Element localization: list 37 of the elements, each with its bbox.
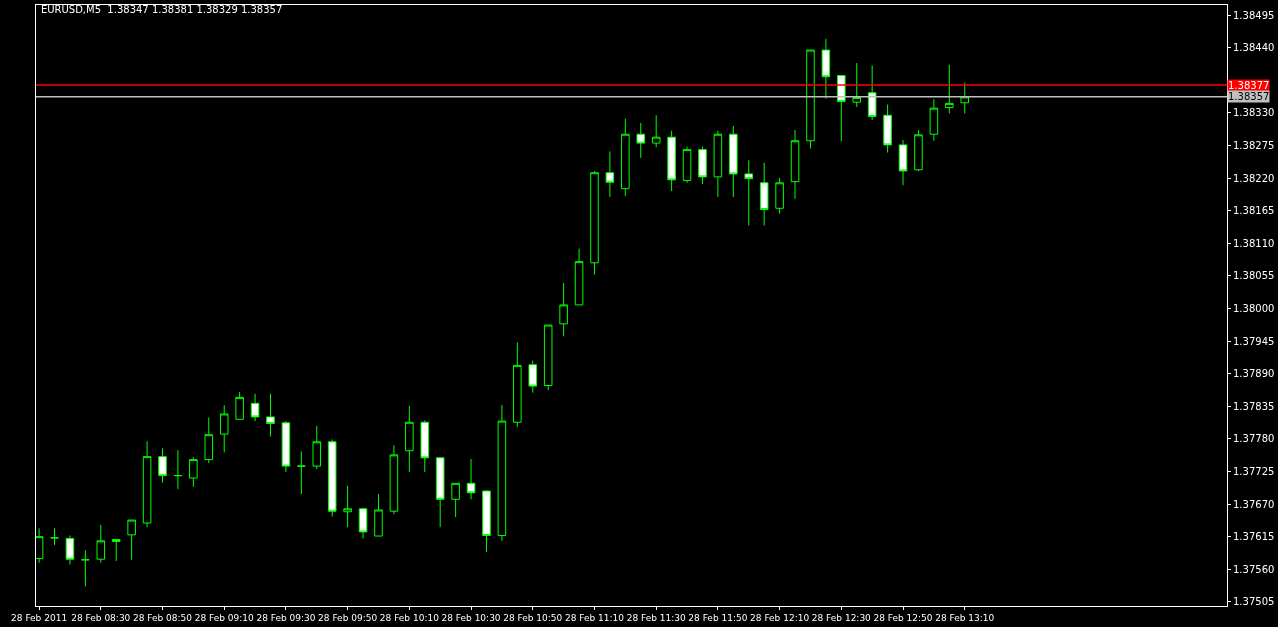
- x-tick-label: 28 Feb 2011: [11, 612, 68, 623]
- ref-line-label: 1.38357: [1228, 91, 1270, 102]
- y-tick-label: 1.37890: [1233, 368, 1275, 380]
- y-tick-label: 1.38330: [1233, 107, 1275, 119]
- y-tick-label: 1.37945: [1233, 335, 1275, 347]
- y-tick-label: 1.38275: [1233, 139, 1275, 151]
- x-tick-label: 28 Feb 08:30: [71, 612, 131, 623]
- y-tick-label: 1.38495: [1233, 9, 1275, 21]
- x-tick-label: 28 Feb 08:50: [132, 612, 193, 623]
- y-tick-label: 1.37505: [1233, 596, 1275, 608]
- y-tick-label: 1.37835: [1233, 400, 1275, 412]
- x-tick-label: 28 Feb 10:30: [441, 612, 501, 623]
- y-tick-label: 1.37560: [1233, 563, 1275, 575]
- x-tick-label: 28 Feb 11:50: [688, 612, 748, 623]
- x-tick-label: 28 Feb 12:10: [750, 612, 810, 623]
- y-tick-label: 1.38440: [1233, 42, 1275, 54]
- x-tick-label: 28 Feb 10:10: [379, 612, 440, 623]
- x-tick-label: 28 Feb 11:10: [564, 612, 625, 623]
- ref-line-label: 1.38377: [1228, 80, 1270, 91]
- y-tick-label: 1.37670: [1233, 498, 1275, 510]
- y-tick-label: 1.38165: [1233, 205, 1275, 217]
- y-tick-label: 1.38220: [1233, 172, 1275, 184]
- x-tick-label: 28 Feb 13:10: [935, 612, 995, 623]
- y-tick-label: 1.38110: [1233, 237, 1275, 249]
- y-tick-label: 1.37615: [1233, 531, 1275, 543]
- chart-title: EURUSD,M5 1.38347 1.38381 1.38329 1.38357: [40, 4, 283, 16]
- x-tick-label: 28 Feb 09:10: [194, 612, 255, 623]
- x-tick-label: 28 Feb 12:30: [811, 612, 872, 623]
- x-tick-label: 28 Feb 11:30: [626, 612, 686, 623]
- y-tick-label: 1.37780: [1233, 433, 1275, 445]
- x-tick-label: 28 Feb 12:50: [873, 612, 933, 623]
- x-tick-label: 28 Feb 09:30: [256, 612, 316, 623]
- x-tick-label: 28 Feb 10:50: [503, 612, 563, 623]
- x-tick-label: 28 Feb 09:50: [318, 612, 378, 623]
- y-tick-label: 1.38055: [1233, 270, 1275, 282]
- y-tick-label: 1.37725: [1233, 465, 1275, 477]
- y-tick-label: 1.38000: [1233, 302, 1275, 314]
